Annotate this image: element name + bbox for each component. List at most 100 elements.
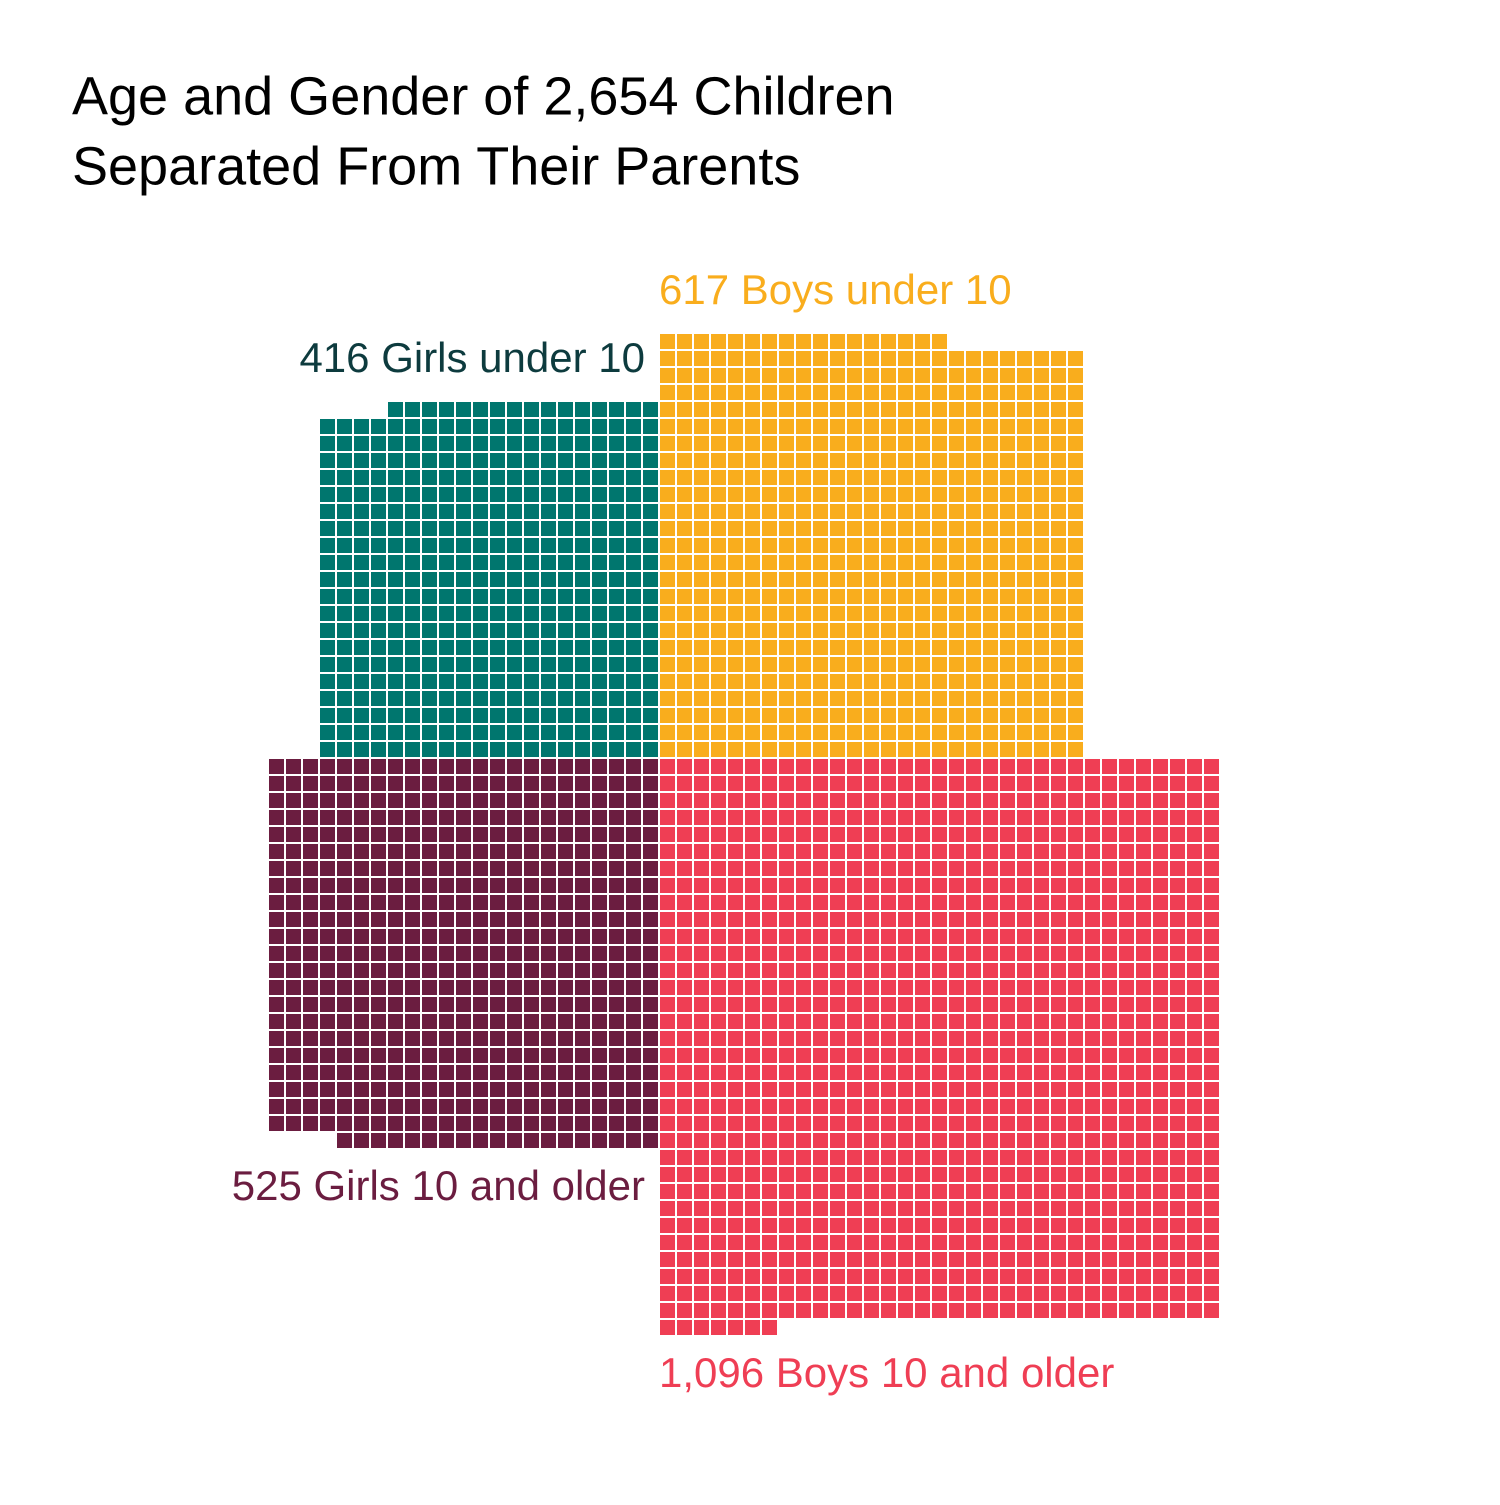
waffle-cell (1204, 1218, 1219, 1233)
waffle-cell (388, 623, 403, 638)
waffle-cell (932, 912, 947, 927)
waffle-cell (507, 419, 522, 434)
waffle-cell (915, 572, 930, 587)
waffle-cell (881, 793, 896, 808)
waffle-cell (864, 351, 879, 366)
waffle-cell (660, 1218, 675, 1233)
waffle-cell (626, 912, 641, 927)
waffle-cell (660, 1269, 675, 1284)
waffle-cell (932, 1252, 947, 1267)
waffle-cell (371, 742, 386, 757)
waffle-cell (558, 742, 573, 757)
waffle-cell (371, 946, 386, 961)
waffle-cell (303, 963, 318, 978)
waffle-cell (524, 1031, 539, 1046)
waffle-cell (1034, 589, 1049, 604)
waffle-cell (1068, 521, 1083, 536)
waffle-cell (813, 1252, 828, 1267)
waffle-cell (1034, 674, 1049, 689)
waffle-cell (881, 1303, 896, 1318)
waffle-cell (728, 912, 743, 927)
waffle-cell (966, 708, 981, 723)
waffle-cell (626, 827, 641, 842)
waffle-cell (983, 1252, 998, 1267)
waffle-cell (388, 1014, 403, 1029)
waffle-cell (524, 725, 539, 740)
waffle-cell (1102, 759, 1117, 774)
waffle-cell (1068, 419, 1083, 434)
waffle-cell (983, 1269, 998, 1284)
waffle-cell (1017, 657, 1032, 672)
waffle-cell (490, 691, 505, 706)
waffle-cell (1017, 1167, 1032, 1182)
waffle-cell (1153, 1252, 1168, 1267)
waffle-cell (745, 1303, 760, 1318)
waffle-cell (813, 1184, 828, 1199)
waffle-cell (864, 606, 879, 621)
waffle-cell (966, 878, 981, 893)
waffle-cell (677, 402, 692, 417)
waffle-cell (762, 572, 777, 587)
waffle-cell (711, 878, 726, 893)
waffle-cell (711, 997, 726, 1012)
waffle-cell (796, 555, 811, 570)
waffle-cell (694, 385, 709, 400)
waffle-cell (949, 827, 964, 842)
waffle-cell (507, 555, 522, 570)
waffle-cell (677, 1116, 692, 1131)
waffle-cell (796, 759, 811, 774)
waffle-cell (1204, 1235, 1219, 1250)
waffle-cell (1034, 1014, 1049, 1029)
waffle-cell (932, 521, 947, 536)
waffle-cell (490, 538, 505, 553)
waffle-cell (847, 844, 862, 859)
waffle-cell (1000, 1252, 1015, 1267)
waffle-cell (388, 606, 403, 621)
waffle-cell (660, 878, 675, 893)
waffle-cell (456, 759, 471, 774)
waffle-cell (711, 725, 726, 740)
waffle-cell (847, 861, 862, 876)
waffle-cell (745, 436, 760, 451)
waffle-cell (847, 640, 862, 655)
waffle-cell (660, 572, 675, 587)
waffle-cell (354, 1133, 369, 1148)
waffle-cell (966, 1116, 981, 1131)
waffle-cell (422, 1014, 437, 1029)
waffle-cell (983, 1235, 998, 1250)
waffle-cell (320, 691, 335, 706)
waffle-cell (898, 538, 913, 553)
waffle-cell (847, 929, 862, 944)
waffle-cell (779, 912, 794, 927)
waffle-cell (524, 997, 539, 1012)
waffle-cell (745, 1218, 760, 1233)
waffle-cell (932, 487, 947, 502)
waffle-cell (694, 402, 709, 417)
waffle-cell (796, 1048, 811, 1063)
waffle-cell (507, 997, 522, 1012)
waffle-cell (728, 436, 743, 451)
waffle-cell (1017, 436, 1032, 451)
waffle-cell (966, 1150, 981, 1165)
waffle-cell (881, 1235, 896, 1250)
waffle-cell (694, 708, 709, 723)
waffle-cell (558, 419, 573, 434)
waffle-cell (660, 1014, 675, 1029)
waffle-cell (1119, 1303, 1134, 1318)
waffle-cell (983, 1133, 998, 1148)
waffle-cell (762, 351, 777, 366)
waffle-cell (388, 470, 403, 485)
waffle-cell (575, 1099, 590, 1114)
waffle-cell (456, 1133, 471, 1148)
waffle-cell (745, 708, 760, 723)
waffle-cell (1017, 1252, 1032, 1267)
waffle-cell (966, 861, 981, 876)
waffle-cell (405, 776, 420, 791)
waffle-cell (337, 810, 352, 825)
waffle-cell (439, 1116, 454, 1131)
waffle-cell (932, 691, 947, 706)
waffle-cell (626, 521, 641, 536)
waffle-cell (354, 997, 369, 1012)
waffle-cell (932, 1014, 947, 1029)
waffle-cell (643, 538, 658, 553)
